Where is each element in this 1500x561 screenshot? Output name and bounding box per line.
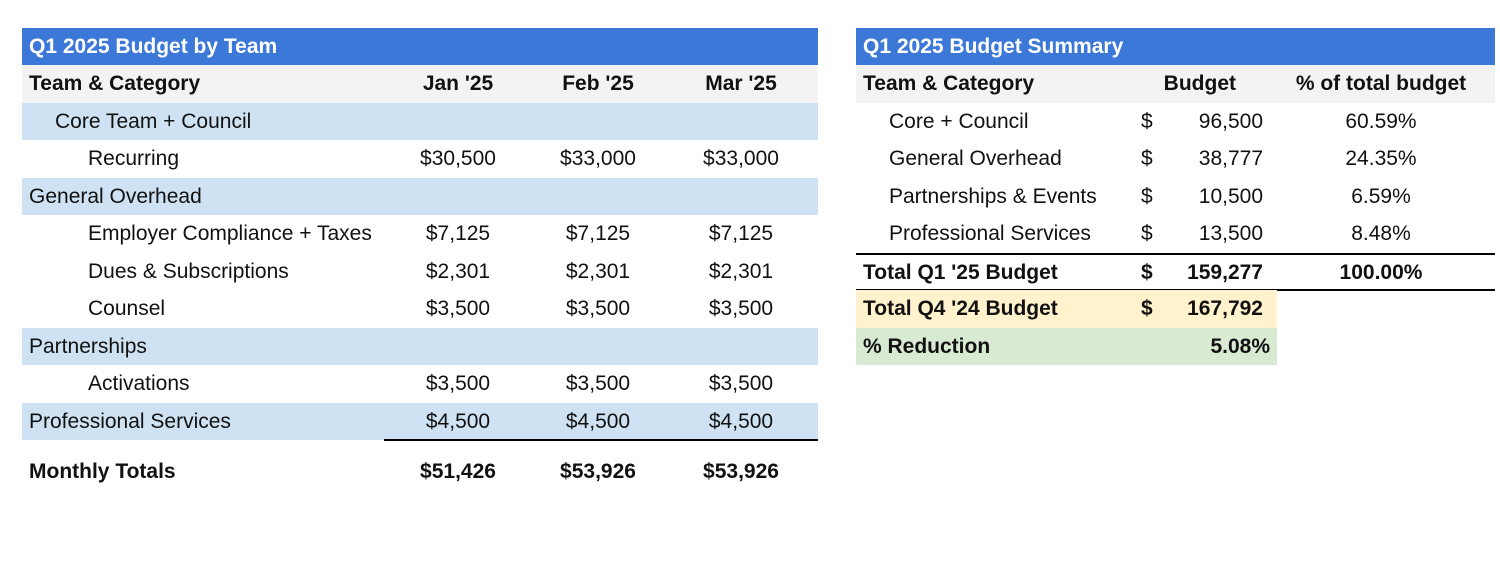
cell-budget: 159,277 — [1187, 260, 1263, 284]
total-q1-row: Total Q1 '25 Budget $ 159,277 100.00% — [856, 252, 1495, 291]
monthly-totals-row: Monthly Totals $51,426 $53,926 $53,926 — [22, 453, 818, 491]
cell-jan: $30,500 — [420, 147, 496, 170]
total-feb: $53,926 — [560, 460, 636, 483]
budget-summary-table: Q1 2025 Budget Summary Team & Category B… — [856, 28, 1495, 365]
row-label: Partnerships — [29, 334, 147, 358]
cell-feb: $3,500 — [565, 372, 631, 395]
reduction-value: 5.08% — [1210, 334, 1270, 358]
table-row-core-council: Core + Council $ 96,500 60.59% — [856, 103, 1495, 141]
row-label: Professional Services — [889, 222, 1091, 245]
cell-feb: $33,000 — [560, 147, 636, 170]
cell-mar: $3,500 — [708, 297, 774, 320]
currency-symbol: $ — [1141, 222, 1153, 245]
group-row-general-overhead: General Overhead — [22, 177, 818, 215]
cell-pct: 6.59% — [1351, 184, 1411, 208]
header-pct: % of total budget — [1295, 72, 1467, 95]
cell-jan: $3,500 — [425, 372, 491, 395]
cell-mar: $2,301 — [708, 259, 774, 283]
group-row-partnerships: Partnerships — [22, 327, 818, 365]
row-label: Activations — [88, 372, 190, 395]
row-label: Total Q4 '24 Budget — [863, 297, 1058, 320]
row-label: Dues & Subscriptions — [88, 259, 289, 283]
header-feb: Feb '25 — [562, 72, 634, 95]
table-title: Q1 2025 Budget by Team — [22, 28, 818, 65]
cell-feb: $2,301 — [565, 259, 631, 283]
header-budget: Budget — [1163, 72, 1236, 95]
cell-mar: $3,500 — [708, 372, 774, 395]
currency-symbol: $ — [1141, 184, 1153, 208]
cell-feb: $4,500 — [565, 409, 631, 433]
table-row-dues: Dues & Subscriptions $2,301 $2,301 $2,30… — [22, 253, 818, 291]
cell-feb: $7,125 — [565, 222, 631, 245]
total-mar: $53,926 — [703, 460, 779, 483]
row-label: Monthly Totals — [29, 460, 176, 483]
row-label: % Reduction — [863, 334, 991, 358]
row-label: Professional Services — [29, 409, 231, 433]
header-jan: Jan '25 — [422, 72, 494, 95]
cell-mar: $7,125 — [708, 222, 774, 245]
group-row-professional-services: Professional Services $4,500 $4,500 $4,5… — [22, 402, 818, 441]
budget-by-team-table: Q1 2025 Budget by Team Team & Category J… — [22, 28, 818, 491]
row-label: Partnerships & Events — [889, 184, 1097, 208]
header-category: Team & Category — [863, 72, 1035, 95]
total-jan: $51,426 — [420, 460, 496, 483]
cell-jan: $4,500 — [425, 409, 491, 433]
cell-jan: $3,500 — [425, 297, 491, 320]
cell-budget: 13,500 — [1198, 222, 1263, 245]
currency-symbol: $ — [1141, 297, 1153, 320]
cell-mar: $33,000 — [703, 147, 779, 170]
table-row-general-overhead: General Overhead $ 38,777 24.35% — [856, 140, 1495, 178]
cell-feb: $3,500 — [565, 297, 631, 320]
total-q4-row: Total Q4 '24 Budget $ 167,792 — [856, 290, 1495, 328]
reduction-highlight — [856, 327, 1277, 365]
cell-budget: 167,792 — [1187, 297, 1263, 320]
cell-pct: 8.48% — [1351, 222, 1411, 245]
currency-symbol: $ — [1141, 147, 1153, 170]
table-row-partnerships-events: Partnerships & Events $ 10,500 6.59% — [856, 178, 1495, 216]
row-label: Total Q1 '25 Budget — [863, 260, 1058, 284]
cell-jan: $2,301 — [425, 259, 491, 283]
currency-symbol: $ — [1141, 109, 1153, 133]
group-row-core-team: Core Team + Council — [22, 102, 818, 140]
header-row: Team & Category Jan '25 Feb '25 Mar '25 — [22, 65, 818, 103]
cell-budget: 38,777 — [1198, 147, 1263, 170]
header-category: Team & Category — [29, 72, 201, 95]
cell-pct: 100.00% — [1339, 260, 1423, 284]
table-row-professional-services: Professional Services $ 13,500 8.48% — [856, 215, 1495, 253]
table-row-recurring: Recurring $30,500 $33,000 $33,000 — [22, 140, 818, 178]
header-mar: Mar '25 — [705, 72, 777, 95]
q4-highlight — [856, 290, 1277, 328]
row-label: Employer Compliance + Taxes — [88, 222, 372, 245]
table-row-counsel: Counsel $3,500 $3,500 $3,500 — [22, 290, 818, 328]
header-row: Team & Category Budget % of total budget — [856, 65, 1495, 103]
cell-pct: 60.59% — [1345, 109, 1417, 133]
row-label: Counsel — [88, 297, 166, 320]
cell-jan: $7,125 — [425, 222, 491, 245]
table-row-activations: Activations $3,500 $3,500 $3,500 — [22, 365, 818, 403]
row-label: Core Team + Council — [55, 109, 252, 133]
cell-pct: 24.35% — [1345, 147, 1417, 170]
cell-budget: 96,500 — [1198, 109, 1263, 133]
currency-symbol: $ — [1141, 260, 1153, 284]
cell-mar: $4,500 — [708, 409, 774, 433]
row-label: Recurring — [88, 147, 180, 170]
row-label: General Overhead — [29, 184, 202, 208]
cell-budget: 10,500 — [1198, 184, 1263, 208]
table-title: Q1 2025 Budget Summary — [856, 28, 1495, 65]
row-label: Core + Council — [889, 109, 1029, 133]
row-label: General Overhead — [889, 147, 1062, 170]
reduction-row: % Reduction 5.08% — [856, 327, 1495, 365]
table-row-employer-compliance: Employer Compliance + Taxes $7,125 $7,12… — [22, 215, 818, 253]
